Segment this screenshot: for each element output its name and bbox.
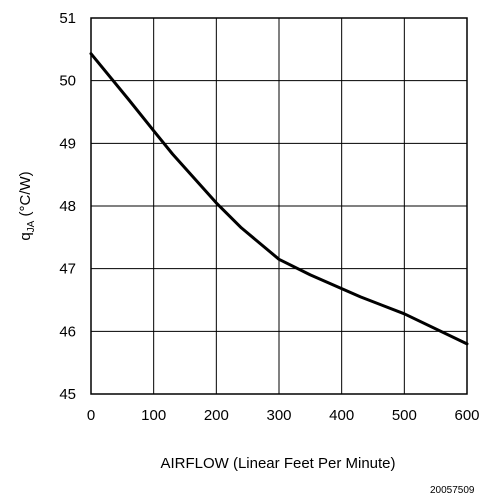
x-axis-label: AIRFLOW (Linear Feet Per Minute) xyxy=(160,455,395,472)
y-axis-label-sub: JA xyxy=(26,220,37,232)
x-tick-label-0: 0 xyxy=(87,407,95,424)
x-tick-label-4: 400 xyxy=(329,407,354,424)
plot-frame xyxy=(90,17,468,395)
y-tick-label-4: 49 xyxy=(59,135,76,152)
grid xyxy=(90,17,468,395)
y-tick-label-1: 46 xyxy=(59,323,76,340)
y-tick-label-3: 48 xyxy=(59,198,76,215)
y-axis-label-unit: (°C/W) xyxy=(17,171,34,220)
y-tick-label-2: 47 xyxy=(59,261,76,278)
x-tick-label-2: 200 xyxy=(204,407,229,424)
x-tick-label-1: 100 xyxy=(141,407,166,424)
x-tick-label-6: 600 xyxy=(454,407,479,424)
y-tick-label-5: 50 xyxy=(59,73,76,90)
y-tick-label-6: 51 xyxy=(59,10,76,27)
x-tick-labels: 0 100 200 300 400 500 600 xyxy=(87,407,480,424)
y-tick-labels: 45 46 47 48 49 50 51 xyxy=(59,10,76,403)
y-tick-label-0: 45 xyxy=(59,386,76,403)
series-line xyxy=(89,52,469,346)
x-tick-label-3: 300 xyxy=(266,407,291,424)
y-axis-label-main: q xyxy=(17,232,34,240)
figure-id: 20057509 xyxy=(430,485,475,496)
y-axis-label: qJA (°C/W) xyxy=(17,171,37,240)
x-tick-label-5: 500 xyxy=(392,407,417,424)
